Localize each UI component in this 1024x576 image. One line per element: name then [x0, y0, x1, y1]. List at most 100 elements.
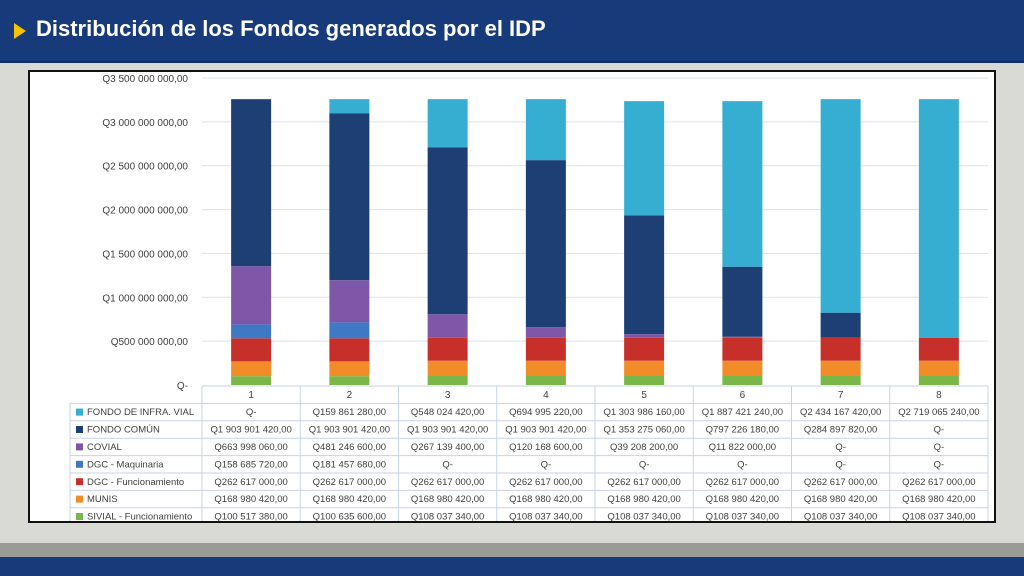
- table-cell-value: Q168 980 420,00: [411, 494, 484, 505]
- x-category-label: 3: [445, 390, 451, 401]
- table-cell-value: Q108 037 340,00: [706, 512, 779, 521]
- legend-swatch: [76, 478, 83, 486]
- table-cell-value: Q1 903 901 420,00: [309, 425, 390, 436]
- bar-segment: [329, 322, 370, 339]
- bar-segment: [329, 99, 370, 114]
- legend-label: COVIAL: [87, 442, 122, 453]
- table-cell-value: Q168 980 420,00: [313, 494, 386, 505]
- bar-segment: [525, 160, 566, 328]
- bar-segment: [624, 101, 665, 216]
- table-cell-value: Q262 617 000,00: [902, 477, 975, 488]
- table-cell-value: Q39 208 200,00: [610, 442, 678, 453]
- plot-area: Q- Q500 000 000,00 Q1 000 000 000,00 Q1 500…: [102, 74, 988, 392]
- table-cell-value: Q-: [934, 442, 945, 453]
- x-category-label: 5: [641, 390, 647, 401]
- table-cell-value: Q284 897 820,00: [804, 425, 877, 436]
- bar-segment: [231, 324, 272, 339]
- y-tick-label: Q3 000 000 000,00: [102, 118, 188, 129]
- legend-label: DGC - Maquinaria: [87, 459, 164, 470]
- bar-segment: [918, 360, 959, 376]
- table-cell-value: Q168 980 420,00: [804, 494, 877, 505]
- table-cell-value: Q-: [541, 459, 552, 470]
- table-cell-value: Q694 995 220,00: [509, 407, 582, 418]
- bar-segment: [231, 361, 272, 377]
- y-tick-label: Q500 000 000,00: [111, 337, 189, 348]
- footer-stripe-blue: [0, 557, 1024, 576]
- bar-segment: [427, 147, 468, 315]
- bar-segment: [427, 99, 468, 148]
- bar-segment: [918, 99, 959, 338]
- table-cell-value: Q797 226 180,00: [706, 425, 779, 436]
- legend-swatch: [76, 460, 83, 468]
- bar-segment: [624, 334, 665, 338]
- bar-segment: [231, 376, 272, 385]
- bar-segment: [918, 375, 959, 385]
- bar-segment: [722, 337, 763, 361]
- table-cell-value: Q262 617 000,00: [313, 477, 386, 488]
- y-tick-label: Q1 000 000 000,00: [102, 293, 188, 304]
- table-cell-value: Q-: [835, 442, 846, 453]
- table-cell-value: Q-: [835, 459, 846, 470]
- bar-segment: [329, 376, 370, 385]
- table-cell-value: Q1 887 421 240,00: [702, 407, 783, 418]
- bar-segment: [525, 360, 566, 376]
- x-category-label: 4: [543, 390, 549, 401]
- legend-label: FONDO DE INFRA. VIAL: [87, 407, 194, 418]
- bar-segment: [329, 113, 370, 281]
- table-cell-value: Q100 635 600,00: [313, 512, 386, 521]
- bar-segment: [525, 99, 566, 161]
- bar-segment: [722, 101, 763, 267]
- footer-stripe-gray: [0, 543, 1024, 557]
- table-cell-value: Q663 998 060,00: [214, 442, 287, 453]
- table-cell-value: Q168 980 420,00: [902, 494, 975, 505]
- bar-segment: [820, 375, 861, 385]
- table-cell-value: Q262 617 000,00: [411, 477, 484, 488]
- y-tick-label: Q-: [177, 381, 188, 392]
- bar-segment: [722, 266, 763, 337]
- x-category-label: 1: [248, 390, 254, 401]
- table-cell-value: Q262 617 000,00: [214, 477, 287, 488]
- table-cell-value: Q108 037 340,00: [607, 512, 680, 521]
- table-cell-value: Q548 024 420,00: [411, 407, 484, 418]
- table-cell-value: Q181 457 680,00: [313, 459, 386, 470]
- bar-segment: [624, 337, 665, 361]
- bar-segment: [722, 360, 763, 376]
- y-tick-label: Q2 500 000 000,00: [102, 162, 188, 173]
- x-category-label: 6: [740, 390, 746, 401]
- table-cell-value: Q262 617 000,00: [607, 477, 680, 488]
- y-tick-label: Q2 000 000 000,00: [102, 206, 188, 217]
- table-cell-value: Q1 303 986 160,00: [603, 407, 684, 418]
- bar-segment: [820, 99, 861, 313]
- title-bar: Distribución de los Fondos generados por…: [0, 0, 1024, 63]
- table-cell-value: Q168 980 420,00: [214, 494, 287, 505]
- table-cell-value: Q1 903 901 420,00: [407, 425, 488, 436]
- x-category-label: 2: [347, 390, 353, 401]
- table-cell-value: Q100 517 380,00: [214, 512, 287, 521]
- table-cell-value: Q159 861 280,00: [313, 407, 386, 418]
- table-cell-value: Q108 037 340,00: [509, 512, 582, 521]
- table-cell-value: Q168 980 420,00: [706, 494, 779, 505]
- table-cell-value: Q108 037 340,00: [902, 512, 975, 521]
- bar-segment: [525, 375, 566, 385]
- table-cell-value: Q-: [246, 407, 257, 418]
- bar-segment: [820, 360, 861, 376]
- table-cell-value: Q267 139 400,00: [411, 442, 484, 453]
- table-cell-value: Q108 037 340,00: [804, 512, 877, 521]
- table-cell-value: Q168 980 420,00: [607, 494, 680, 505]
- x-category-label: 7: [838, 390, 844, 401]
- legend-label: FONDO COMÚN: [87, 425, 160, 436]
- bar-segment: [525, 327, 566, 338]
- bar-segment: [329, 280, 370, 323]
- bar-segment: [820, 312, 861, 338]
- data-table: 1 2 3 4 5 6 7 8 FONDO DE INFRA. VIAL Q- Q159 861 2…: [69, 385, 989, 526]
- bar-segment: [427, 337, 468, 361]
- stacked-bar-chart: Q- Q500 000 000,00 Q1 000 000 000,00 Q1 500…: [69, 74, 989, 526]
- table-cell-value: Q-: [934, 425, 945, 436]
- table-cell-value: Q2 434 167 420,00: [800, 407, 881, 418]
- table-cell-value: Q262 617 000,00: [804, 477, 877, 488]
- table-cell-value: Q481 246 600,00: [313, 442, 386, 453]
- bar-segment: [525, 337, 566, 361]
- bar-segment: [427, 360, 468, 376]
- play-arrow-icon: [14, 23, 26, 39]
- bar-segment: [918, 337, 959, 361]
